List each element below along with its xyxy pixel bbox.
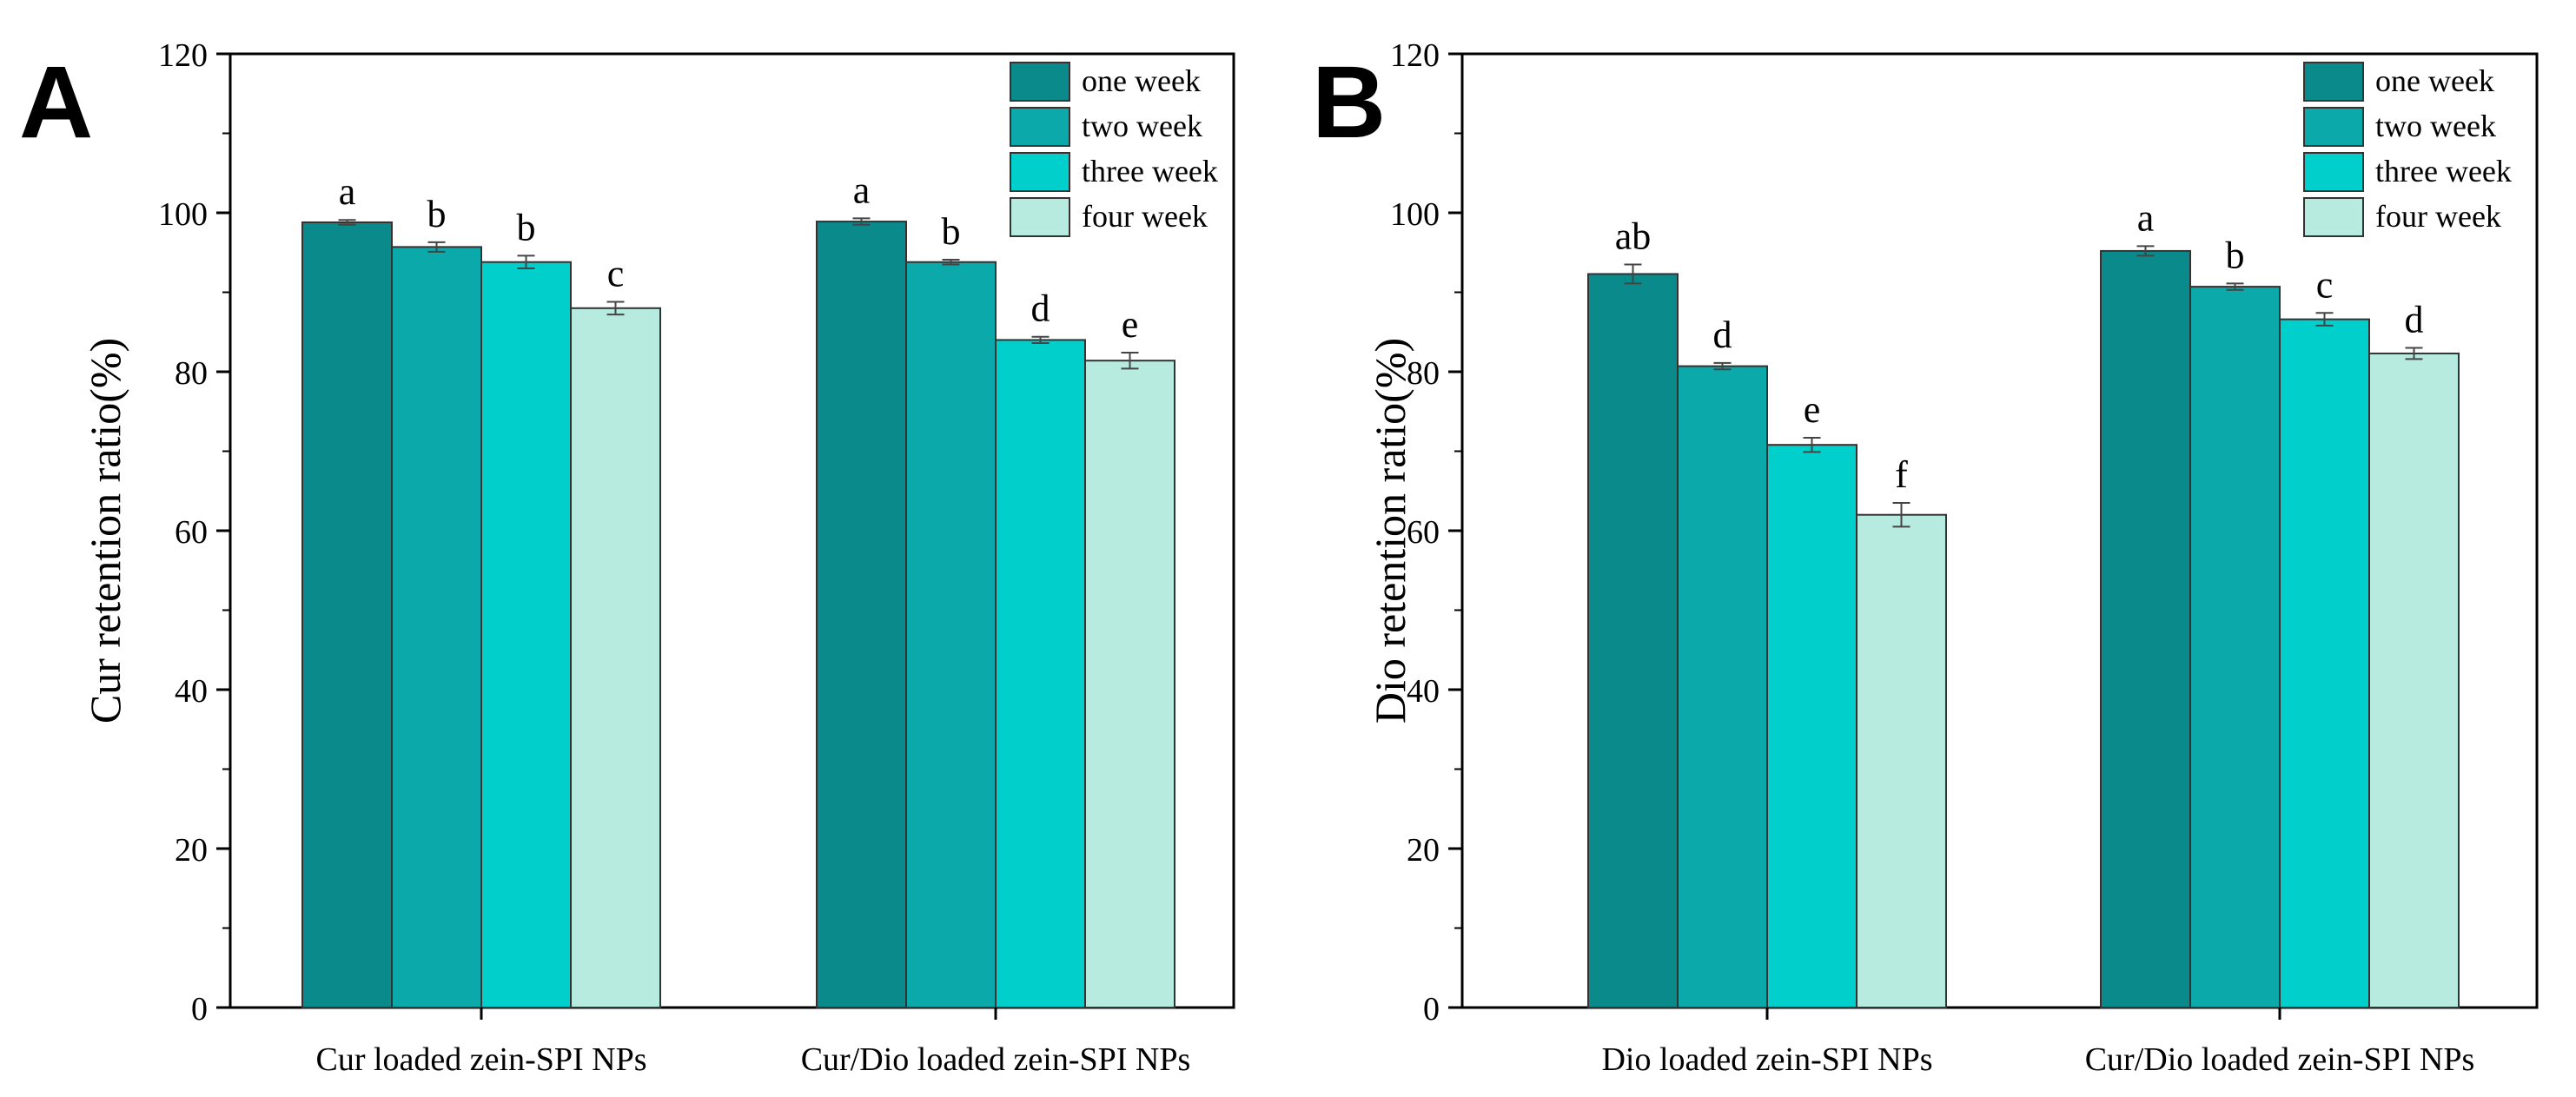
significance-letter: d — [2405, 299, 2424, 341]
legend-label: three week — [2375, 154, 2512, 188]
significance-letter: d — [1713, 314, 1732, 356]
bar — [1677, 365, 1768, 1009]
bar — [301, 221, 393, 1009]
y-tick-label: 120 — [1390, 37, 1440, 74]
y-tick-label: 120 — [158, 37, 208, 74]
y-axis-label: Dio retention ratio(%) — [1366, 338, 1414, 724]
bar — [480, 261, 572, 1009]
bar — [905, 261, 997, 1009]
legend-label: two week — [1082, 109, 1202, 143]
significance-letter: b — [2226, 234, 2245, 276]
x-category-label: Cur/Dio loaded zein-SPI NPs — [2085, 1041, 2475, 1078]
y-tick-label: 100 — [158, 196, 208, 233]
significance-letter: c — [2316, 263, 2334, 306]
bar — [1084, 360, 1175, 1008]
bar — [2279, 318, 2370, 1008]
y-tick-label: 0 — [1423, 991, 1440, 1028]
y-tick-label: 40 — [175, 673, 208, 710]
y-tick-label: 60 — [1407, 514, 1440, 551]
bar — [570, 307, 661, 1008]
bar — [391, 246, 482, 1009]
legend-label: four week — [1082, 199, 1208, 234]
x-category-label: Cur/Dio loaded zein-SPI NPs — [801, 1041, 1191, 1078]
significance-letter: a — [2137, 196, 2155, 239]
x-category-label: Cur loaded zein-SPI NPs — [315, 1041, 646, 1078]
bar — [995, 339, 1086, 1008]
legend-swatch — [2303, 107, 2364, 147]
y-tick-label: 0 — [191, 991, 208, 1028]
legend-swatch — [1010, 107, 1070, 147]
y-axis-label: Cur retention ratio(%) — [81, 338, 129, 724]
significance-letter: a — [339, 170, 356, 213]
legend-swatch — [2303, 152, 2364, 192]
significance-letter: e — [1122, 303, 1139, 346]
significance-letter: a — [853, 169, 871, 211]
legend-label: four week — [2375, 199, 2501, 234]
bar — [1587, 273, 1679, 1008]
legend-swatch — [1010, 152, 1070, 192]
legend-swatch — [1010, 197, 1070, 237]
bar — [1766, 444, 1858, 1008]
legend-swatch — [2303, 197, 2364, 237]
bar — [2368, 352, 2460, 1008]
y-tick-label: 80 — [175, 355, 208, 392]
y-tick-label: 20 — [175, 832, 208, 869]
legend-label: one week — [1082, 63, 1201, 98]
significance-letter: e — [1804, 388, 1821, 431]
significance-letter: b — [942, 210, 961, 253]
y-tick-label: 20 — [1407, 832, 1440, 869]
significance-letter: b — [427, 193, 447, 235]
legend-label: one week — [2375, 63, 2494, 98]
chart-panel-a: A 0 20 40 60 80 100 120 Cur retention ratio(%) a b… — [19, 37, 1235, 1078]
panel-letter: B — [1312, 45, 1386, 160]
significance-letter: f — [1895, 453, 1908, 496]
bar — [2189, 286, 2281, 1009]
significance-letter: ab — [1615, 215, 1652, 257]
y-tick-label: 60 — [175, 514, 208, 551]
y-tick-label: 40 — [1407, 673, 1440, 710]
significance-letter: b — [517, 206, 536, 248]
bar — [816, 221, 907, 1008]
panel-letter: A — [19, 45, 93, 160]
y-tick-label: 80 — [1407, 355, 1440, 392]
legend-label: three week — [1082, 154, 1218, 188]
legend-swatch — [1010, 62, 1070, 102]
legend-label: two week — [2375, 109, 2496, 143]
significance-letter: c — [607, 252, 625, 294]
y-tick-label: 100 — [1390, 196, 1440, 233]
legend-swatch — [2303, 62, 2364, 102]
bar — [1856, 513, 1947, 1008]
significance-letter: d — [1031, 287, 1050, 330]
x-category-label: Dio loaded zein-SPI NPs — [1601, 1041, 1932, 1078]
bar — [2100, 249, 2191, 1009]
